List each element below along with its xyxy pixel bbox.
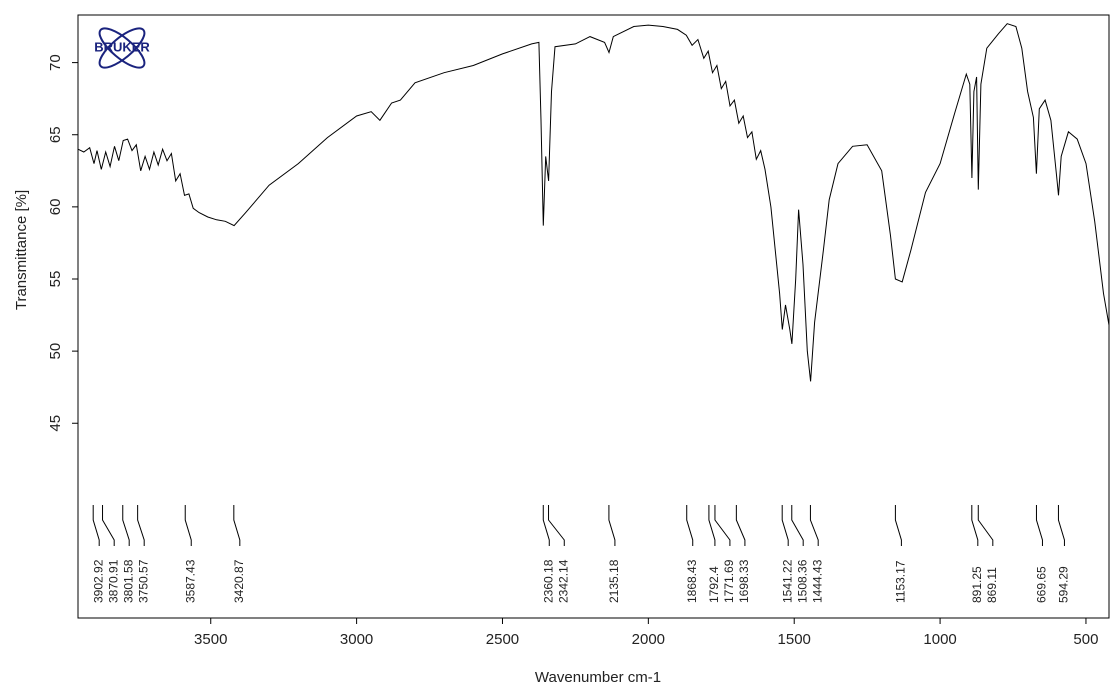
peak-leader <box>809 505 819 546</box>
y-tick-label: 55 <box>47 271 64 288</box>
peak-leader <box>92 505 100 546</box>
peak-leader <box>122 505 130 546</box>
peak-leader <box>781 505 789 546</box>
peak-leader <box>971 505 979 546</box>
peak-label: 594.29 <box>1057 566 1071 603</box>
peak-leader <box>608 505 616 546</box>
peak-label: 1444.43 <box>810 559 824 603</box>
spectrum-line <box>77 23 1110 382</box>
x-tick-label: 2500 <box>486 631 519 648</box>
x-tick-label: 2000 <box>632 631 665 648</box>
peak-leader <box>1057 505 1065 546</box>
peak-label: 2342.14 <box>556 559 570 603</box>
peak-leader <box>137 505 145 546</box>
logo-text: BRUKER <box>94 39 150 54</box>
peak-label: 1541.22 <box>780 559 794 603</box>
y-tick-label: 65 <box>47 126 64 143</box>
peak-label: 3750.57 <box>136 559 150 603</box>
peak-label: 891.25 <box>970 566 984 603</box>
peak-leader <box>102 505 115 546</box>
peak-leader <box>542 505 550 546</box>
x-tick-label: 3000 <box>340 631 373 648</box>
peak-label: 2135.18 <box>607 559 621 603</box>
x-tick-label: 1000 <box>923 631 956 648</box>
peak-leader <box>548 505 565 546</box>
peak-leader <box>1035 505 1043 546</box>
peak-label: 1153.17 <box>894 560 908 603</box>
peak-label: 3587.43 <box>183 559 197 603</box>
peak-label: 1508.36 <box>795 559 809 603</box>
peak-label: 869.11 <box>985 567 999 603</box>
peak-label: 1792.4 <box>707 566 721 603</box>
peak-label: 1868.43 <box>685 559 699 603</box>
peak-label: 669.65 <box>1035 566 1049 603</box>
peak-leader <box>714 505 731 546</box>
peak-leader <box>894 505 902 546</box>
peak-leader <box>708 505 716 546</box>
peak-leader <box>791 505 804 546</box>
y-tick-label: 50 <box>47 343 64 360</box>
peak-leader <box>686 505 694 546</box>
y-tick-label: 45 <box>47 415 64 432</box>
plot-frame <box>77 14 1110 619</box>
y-axis-title: Transmittance [%] <box>13 190 30 310</box>
peak-leader <box>977 505 994 546</box>
peak-leader <box>735 505 746 546</box>
x-tick-label: 1500 <box>778 631 811 648</box>
x-axis-title: Wavenumber cm-1 <box>535 669 661 686</box>
peak-label: 1771.69 <box>722 559 736 603</box>
x-tick-label: 3500 <box>194 631 227 648</box>
peak-leader <box>233 505 241 546</box>
y-tick-label: 60 <box>47 199 64 216</box>
peak-label: 2360.18 <box>541 559 555 603</box>
peak-label: 3801.58 <box>121 559 135 603</box>
logo: BRUKER <box>94 27 150 69</box>
y-tick-label: 70 <box>47 54 64 71</box>
peak-leader <box>184 505 192 546</box>
peak-label: 3902.92 <box>91 559 105 603</box>
x-tick-label: 500 <box>1073 631 1098 648</box>
peak-label: 1698.33 <box>737 559 751 603</box>
peak-label: 3420.87 <box>232 559 246 603</box>
peak-label: 3870.91 <box>106 559 120 603</box>
